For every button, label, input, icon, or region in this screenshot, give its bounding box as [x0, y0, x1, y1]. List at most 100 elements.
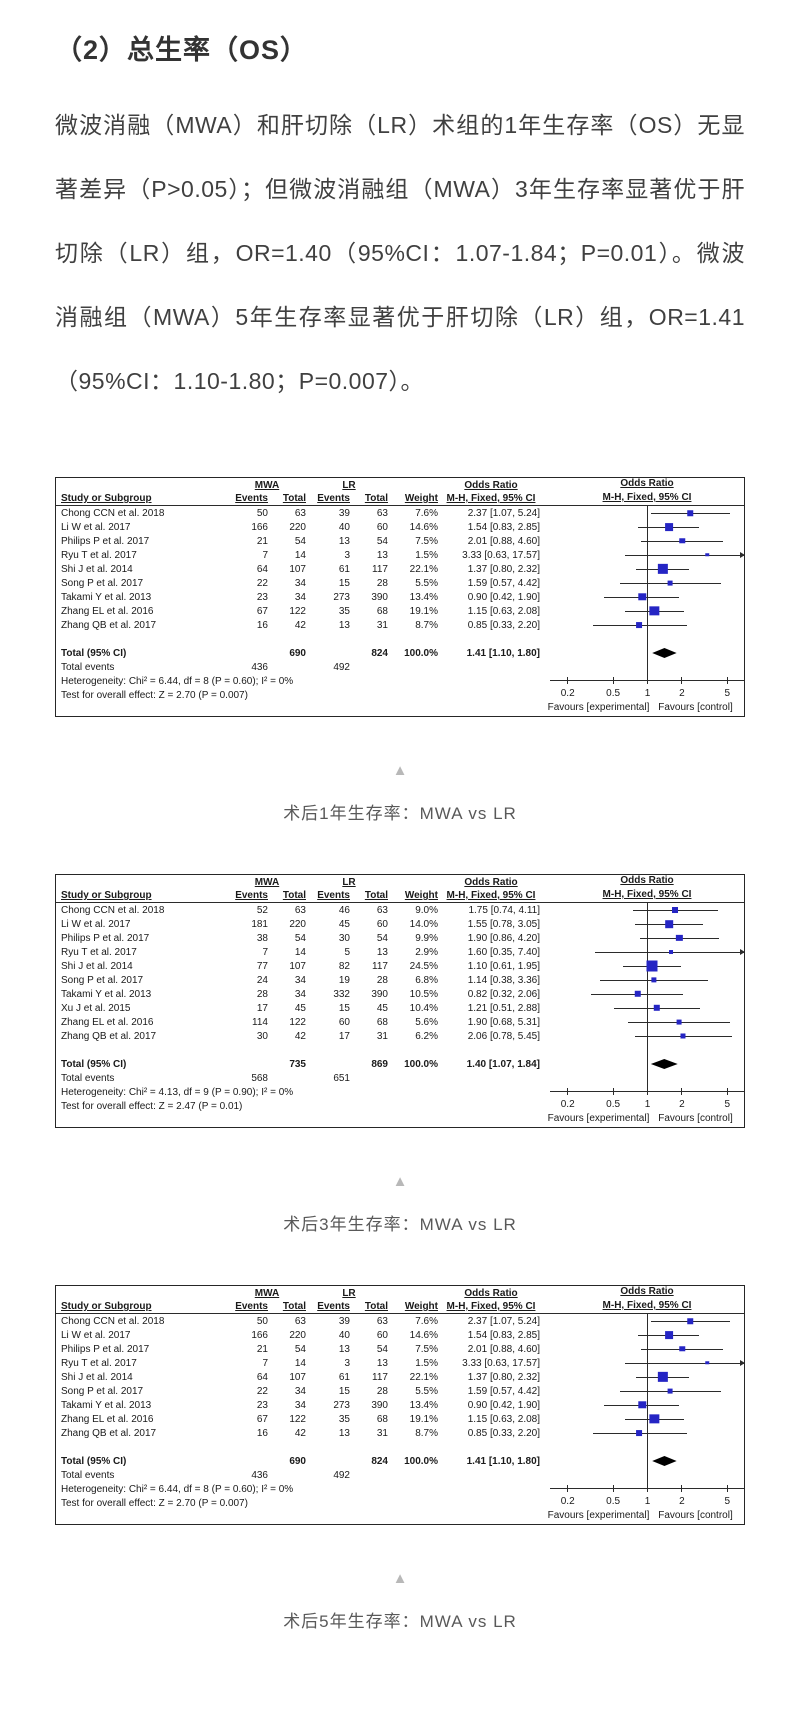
plot-area-cell	[550, 1043, 744, 1057]
or-ci-value: 1.55 [0.78, 3.05]	[467, 918, 540, 930]
axis-tick-label: 0.2	[560, 688, 575, 699]
study-row: Ryu T et al. 2017 7 14 5 13 2.9% 1.60 [0.35, 7…	[56, 945, 745, 959]
total2-column-header: Total	[364, 493, 388, 504]
total-lr: 60	[376, 521, 388, 533]
events-mwa: 28	[256, 988, 268, 1000]
weight-value: 19.1%	[409, 605, 438, 617]
study-name: Takami Y et al. 2013	[61, 1399, 152, 1411]
plot-area-cell	[550, 1356, 745, 1370]
events-lr: 39	[338, 1315, 350, 1327]
odds-ratio-column-title: Odds Ratio	[464, 479, 518, 491]
study-row: Zhang EL et al. 2016 114 122 60 68 5.6% 1.90 […	[56, 1015, 744, 1029]
or-point-marker	[665, 1331, 673, 1339]
study-name: Zhang QB et al. 2017	[61, 1030, 157, 1042]
figure-survival-3y: MWA LR Odds Ratio Odds Ratio Study or Subgro…	[55, 874, 745, 1235]
total-lr: 390	[371, 988, 388, 1000]
total-events-row: Total events 568 651	[56, 1071, 744, 1085]
ci-clipped-arrow-right-icon	[740, 552, 745, 558]
confidence-interval-line	[624, 1363, 744, 1364]
or-ci-column-header: M-H, Fixed, 95% CI	[446, 1301, 536, 1312]
odds-ratio-column-title: Odds Ratio	[464, 876, 518, 888]
total-mwa: 54	[294, 932, 306, 944]
article-page: （2）总生率（OS） 微波消融（MWA）和肝切除（LR）术组的1年生存率（OS）…	[55, 35, 745, 1631]
axis-tick	[681, 677, 683, 685]
total-events-lr: 492	[333, 661, 350, 673]
total-lr: 31	[376, 1427, 388, 1439]
or-ci-value: 3.33 [0.63, 17.57]	[462, 549, 540, 561]
weight-value: 8.7%	[415, 1427, 438, 1439]
plot-area-cell	[550, 917, 744, 931]
pooled-or-ci-value: 1.40 [1.07, 1.84]	[466, 1058, 540, 1070]
favours-control-label: Favours [control]	[658, 1510, 733, 1521]
study-row: Shi J et al. 2014 64 107 61 117 22.1% 1.37 [0.…	[56, 562, 744, 576]
study-name: Song P et al. 2017	[61, 1385, 144, 1397]
plot-area-cell	[550, 1398, 744, 1412]
total1-column-header: Total	[282, 890, 306, 901]
or-point-marker	[679, 538, 685, 544]
axis-tick	[681, 1485, 683, 1493]
total-label: Total (95% CI)	[61, 1058, 127, 1070]
pooled-effect-diamond	[652, 1456, 677, 1466]
plot-area-cell	[550, 646, 744, 660]
or-point-marker	[680, 1033, 686, 1039]
plot-area-cell	[550, 576, 744, 590]
figure-separator: ▲	[55, 1571, 745, 1587]
events-mwa: 38	[256, 932, 268, 944]
weight-value: 5.5%	[415, 577, 438, 589]
heterogeneity-text: Heterogeneity: Chi² = 6.44, df = 8 (P = …	[61, 1483, 294, 1495]
events-lr: 13	[338, 1427, 350, 1439]
weight-value: 14.0%	[409, 918, 438, 930]
group1-label: MWA	[254, 479, 280, 491]
weight-value: 22.1%	[409, 563, 438, 575]
or-ci-value: 1.15 [0.63, 2.08]	[467, 605, 540, 617]
events-mwa: 166	[251, 1329, 268, 1341]
weight-column-header: Weight	[404, 493, 438, 504]
study-row: Takami Y et al. 2013 23 34 273 390 13.4% 0.90 …	[56, 590, 744, 604]
weight-value: 22.1%	[409, 1371, 438, 1383]
or-ci-value: 0.90 [0.42, 1.90]	[467, 1399, 540, 1411]
plot-area-cell	[550, 548, 745, 562]
total-label: Total (95% CI)	[61, 1455, 127, 1467]
events-lr: 15	[338, 1385, 350, 1397]
total-mwa: 63	[294, 507, 306, 519]
triangle-up-icon: ▲	[392, 1570, 408, 1587]
figure-caption-5y: 术后5年生存率：MWA vs LR	[283, 1612, 517, 1631]
plot-area-cell	[550, 1015, 744, 1029]
forest-plot-1y: MWA LR Odds Ratio Odds Ratio Study or Subgro…	[55, 477, 745, 717]
study-row: Philips P et al. 2017 21 54 13 54 7.5% 2.01 [0…	[56, 534, 744, 548]
or-point-marker	[676, 934, 683, 942]
plot-area-cell	[550, 1342, 744, 1356]
favours-experimental-label: Favours [experimental]	[547, 1510, 650, 1521]
study-name: Philips P et al. 2017	[61, 1343, 150, 1355]
or-point-marker	[649, 606, 660, 616]
events-lr: 40	[338, 521, 350, 533]
or-ci-value: 0.85 [0.33, 2.20]	[467, 619, 540, 631]
total-lr: 13	[376, 946, 388, 958]
axis-tick	[612, 1485, 614, 1493]
study-name: Xu J et al. 2015	[61, 1002, 131, 1014]
weight-value: 10.4%	[409, 1002, 438, 1014]
overall-effect-row: Test for overall effect: Z = 2.70 (P = 0…	[56, 688, 744, 702]
study-row: Zhang QB et al. 2017 30 42 17 31 6.2% 2.06 [0.…	[56, 1029, 744, 1043]
total-lr: 54	[376, 535, 388, 547]
or-ci-value: 1.59 [0.57, 4.42]	[467, 577, 540, 589]
or-ci-value: 2.37 [1.07, 5.24]	[467, 507, 540, 519]
total-mwa: 220	[289, 1329, 306, 1341]
study-name: Song P et al. 2017	[61, 577, 144, 589]
line-of-no-effect	[647, 1468, 648, 1482]
events-mwa: 30	[256, 1030, 268, 1042]
events-mwa: 50	[256, 1315, 268, 1327]
spacer-row	[56, 632, 744, 646]
or-point-marker	[649, 1414, 660, 1424]
events-lr: 13	[338, 535, 350, 547]
plot-header-groups-row: MWA LR Odds Ratio Odds Ratio	[56, 478, 744, 492]
total-label: Total (95% CI)	[61, 647, 127, 659]
weight-value: 9.0%	[415, 904, 438, 916]
total-events-lr: 492	[333, 1469, 350, 1481]
axis-tick-label: 2	[679, 688, 685, 699]
axis-tick-label: 1	[644, 1496, 651, 1507]
figure-caption-3y: 术后3年生存率：MWA vs LR	[283, 1215, 517, 1234]
line-of-no-effect	[647, 1314, 648, 1328]
total-lr: 45	[376, 1002, 388, 1014]
total-row: Total (95% CI) 735 869 100.0% 1.40 [1.07, 1.…	[56, 1057, 744, 1071]
